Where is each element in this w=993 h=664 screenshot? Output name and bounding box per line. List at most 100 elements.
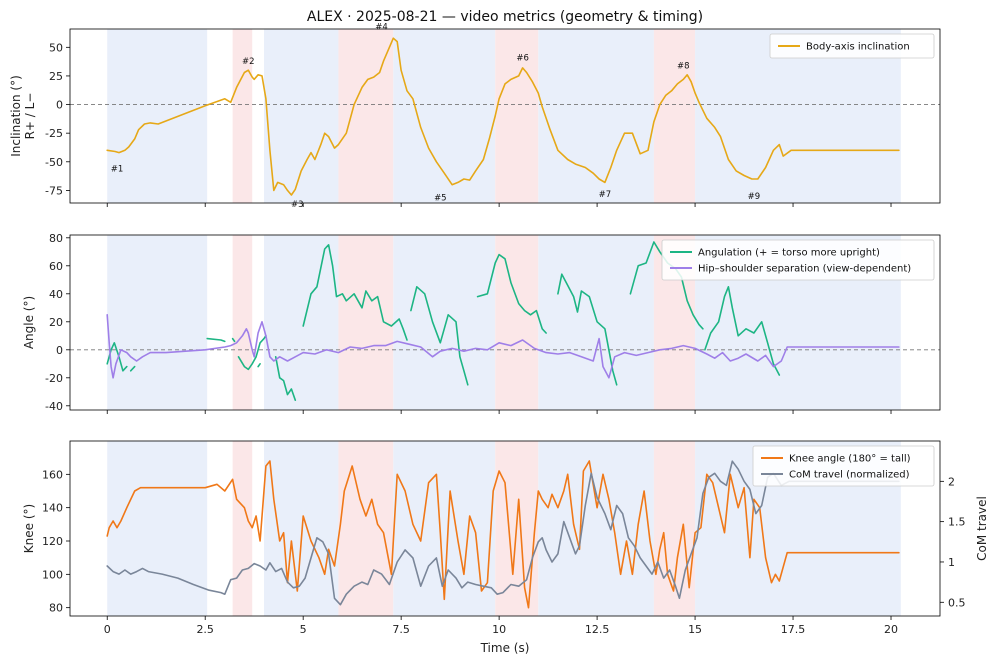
y-tick-label: 100	[42, 568, 63, 581]
y-tick-label: -50	[45, 156, 63, 169]
y-axis-label: Knee (°)	[22, 504, 36, 553]
legend: Body-axis inclination	[769, 33, 935, 59]
series-line-0	[704, 285, 781, 376]
y-tick-label: -25	[45, 127, 63, 140]
phase-band-blue	[538, 235, 654, 410]
y-axis-label: Inclination (°)	[9, 75, 23, 157]
annotation-label: #1	[111, 165, 124, 175]
phase-band-blue	[538, 29, 654, 203]
series-line-0	[129, 365, 136, 372]
y-tick-label: -75	[45, 184, 63, 197]
panel-angles: 80 60 40 20 0 -20 -40 Angle (°) Angulation (+ = …	[22, 232, 941, 414]
x-tick-label: 17.5	[781, 623, 806, 636]
legend-box	[661, 239, 935, 281]
series-line-0	[557, 273, 618, 386]
phase-band-blue	[538, 441, 654, 616]
y2-axis-label: CoM travel	[975, 496, 989, 561]
y-tick-label: 0	[56, 344, 63, 357]
figure-title: ALEX · 2025-08-21 — video metrics (geome…	[307, 9, 703, 25]
legend-entry: Body-axis inclination	[806, 42, 910, 53]
y2-tick-label: 1	[948, 556, 955, 569]
phase-band-red	[653, 29, 696, 203]
phase-band-red	[653, 441, 696, 616]
series-line-0	[274, 355, 297, 402]
axes-frame	[69, 234, 941, 411]
y-axis-label: Angle (°)	[22, 296, 36, 349]
x-tick-label: 10	[492, 623, 506, 636]
phase-band-blue	[393, 29, 496, 203]
series-line-0	[237, 334, 267, 371]
x-axis-label: Time (s)	[480, 641, 530, 655]
panel-inclination: #1 #2 #3 #4 #5 #6 #7 #8 #9 50 25 0 -25 -50 -75 Inclinat…	[9, 23, 941, 210]
annotation-label: #4	[375, 23, 388, 33]
legend-entry: Hip–shoulder separation (view-dependent)	[698, 264, 911, 275]
axes-frame	[69, 440, 941, 617]
y-tick-label: -20	[45, 372, 63, 385]
y2-tick-label: 1.5	[948, 516, 966, 529]
y-tick-label: 40	[49, 288, 63, 301]
y2-tick-label: 2	[948, 475, 955, 488]
legend-entry: Knee angle (180° = tall)	[789, 454, 911, 465]
panels: #1#2#3#4#5#6#7#8#950250-25-50-75Inclinat…	[9, 23, 989, 636]
phase-band-red	[495, 235, 539, 410]
annotation-label: #3	[291, 200, 304, 210]
y-tick-label: 60	[49, 260, 63, 273]
annotation-label: #8	[677, 62, 690, 72]
annotation-label: #7	[599, 190, 612, 200]
legend-entry: Angulation (+ = torso more upright)	[698, 248, 880, 259]
series-line-0	[476, 253, 547, 334]
phase-band-red	[338, 441, 394, 616]
series-line-0	[106, 37, 900, 196]
legend: Knee angle (180° = tall) CoM travel (norm…	[752, 445, 935, 487]
series-line-0	[302, 244, 408, 341]
y-tick-label: 120	[42, 535, 63, 548]
annotation-label: #2	[242, 57, 255, 67]
x-tick-label: 0	[104, 623, 111, 636]
y2-tick-label: 0.5	[948, 596, 966, 609]
legend: Angulation (+ = torso more upright) Hip–s…	[661, 239, 935, 281]
phase-band-red	[232, 29, 253, 203]
phase-band-blue	[263, 441, 339, 616]
panel-knee: 0 2.5 5 7.5 10 12.5 15 17.5 20 160 140 120 100 80 2 1.5…	[22, 440, 989, 636]
series-line-0	[231, 337, 236, 343]
annotation-label: #6	[516, 54, 529, 64]
legend-box	[769, 33, 935, 59]
y-tick-label: 160	[42, 468, 63, 481]
phase-band-red	[338, 29, 394, 203]
y-tick-label: 25	[49, 70, 63, 83]
y-tick-label: 80	[49, 232, 63, 245]
x-tick-label: 12.5	[585, 623, 610, 636]
series-line-1	[106, 313, 900, 379]
y-tick-label: 20	[49, 316, 63, 329]
phase-band-blue	[107, 29, 208, 203]
phase-band-blue	[393, 235, 496, 410]
legend-box	[752, 445, 935, 487]
phase-band-blue	[107, 441, 208, 616]
series-line-0	[106, 460, 900, 609]
x-tick-label: 15	[688, 623, 702, 636]
y-tick-label: 0	[56, 99, 63, 112]
series-line-0	[410, 285, 469, 386]
x-tick-label: 2.5	[196, 623, 214, 636]
x-tick-label: 5	[300, 623, 307, 636]
phase-band-blue	[263, 29, 339, 203]
series-line-1	[106, 460, 900, 606]
annotation-label: #9	[748, 192, 761, 202]
series-line-0	[206, 337, 226, 343]
axes-frame	[69, 28, 941, 204]
y-tick-label: 50	[49, 41, 63, 54]
phase-band-blue	[107, 235, 208, 410]
x-tick-label: 7.5	[392, 623, 410, 636]
y-tick-label: -40	[45, 400, 63, 413]
y-tick-label: 80	[49, 602, 63, 615]
phase-band-red	[232, 235, 253, 410]
legend-entry: CoM travel (normalized)	[789, 470, 910, 481]
x-tick-label: 20	[884, 623, 898, 636]
phase-band-red	[232, 441, 253, 616]
series-line-0	[257, 362, 261, 368]
y-axis-label-sub: R+ / L−	[23, 93, 37, 140]
phase-band-red	[495, 29, 539, 203]
phase-band-blue	[263, 235, 339, 410]
y-tick-label: 140	[42, 502, 63, 515]
